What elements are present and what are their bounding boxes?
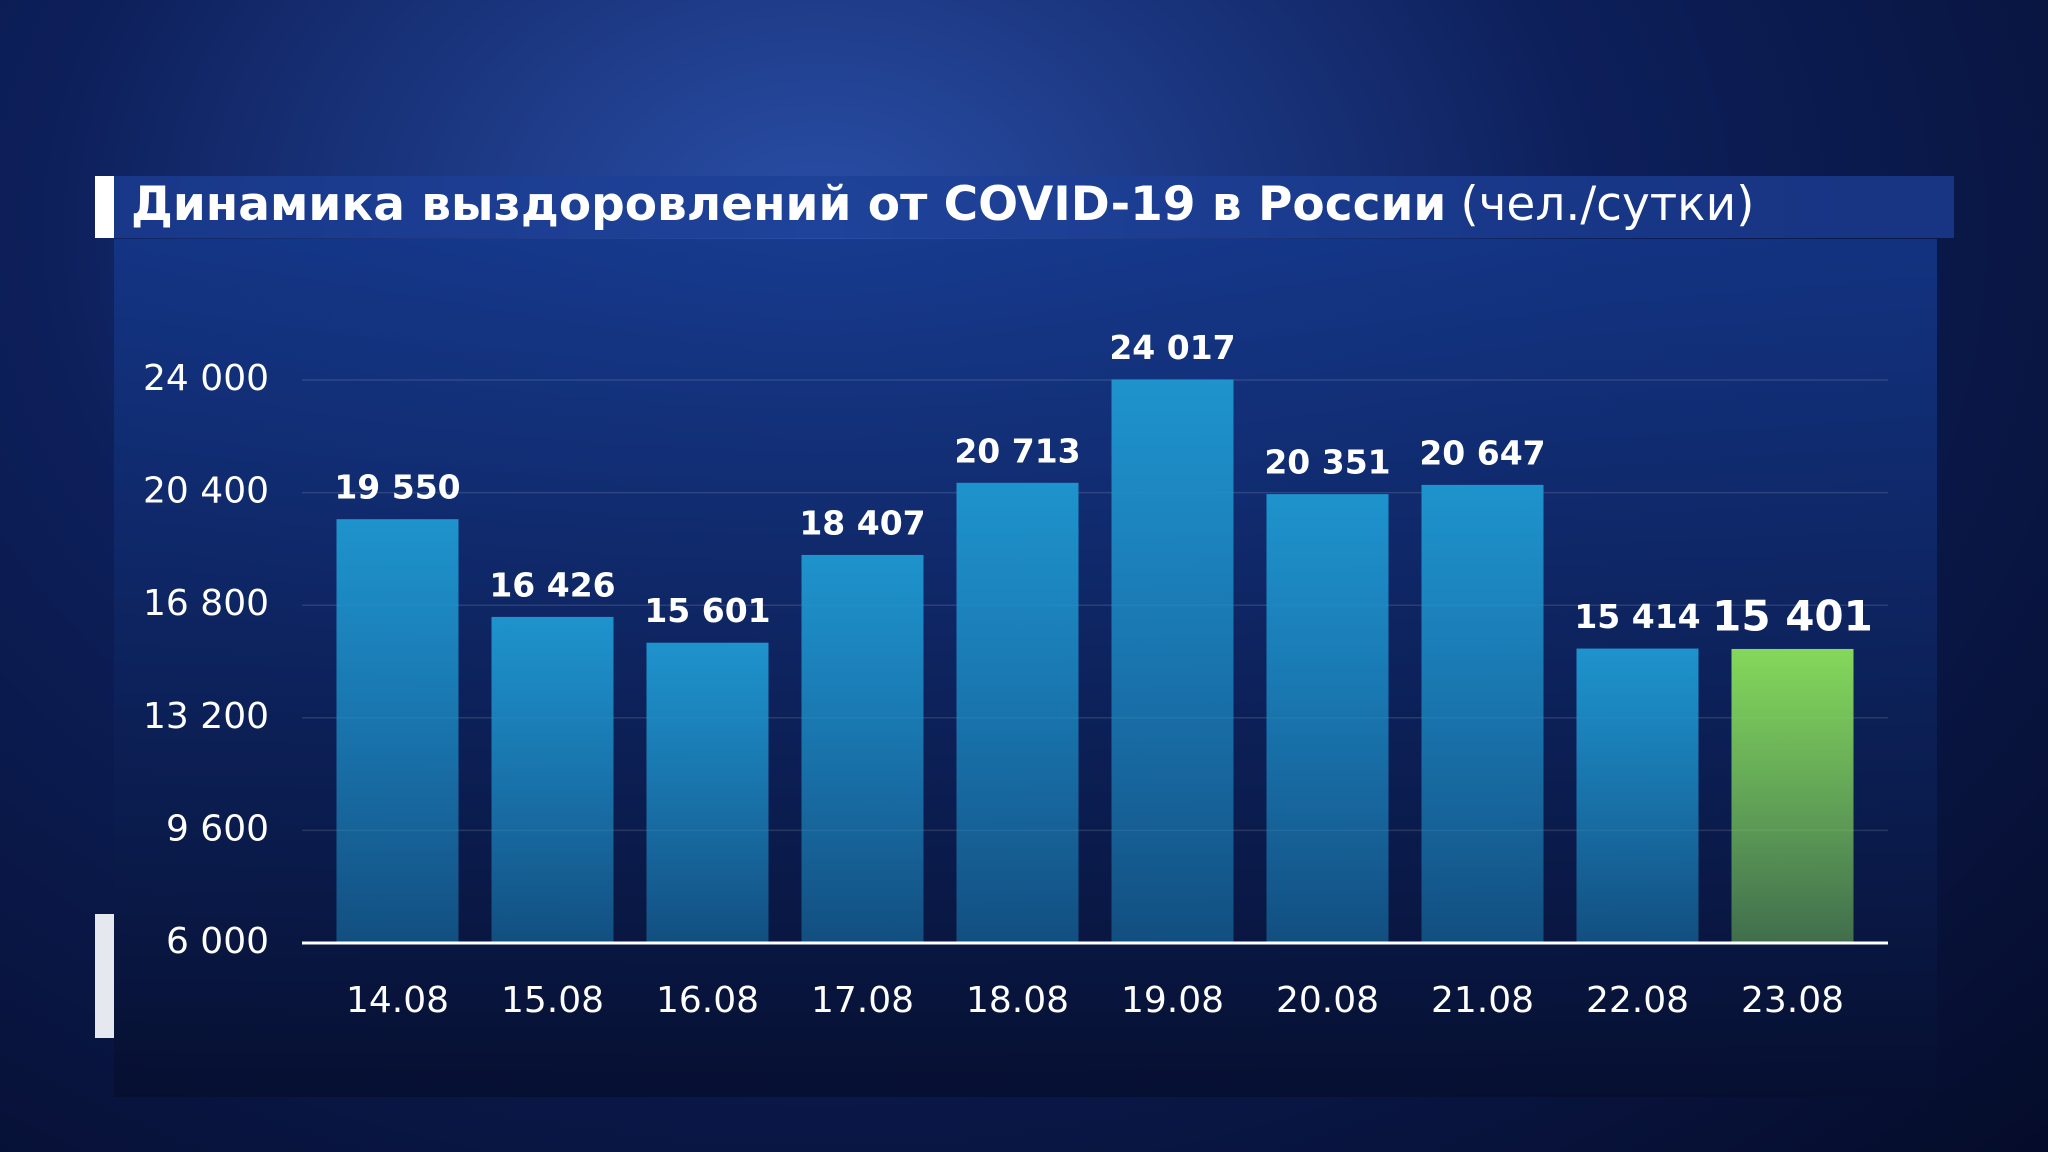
value-label: 15 601 xyxy=(644,591,770,630)
value-label: 16 426 xyxy=(489,565,615,604)
bar xyxy=(1421,484,1544,943)
value-label: 19 550 xyxy=(334,468,460,507)
value-label: 20 647 xyxy=(1419,433,1545,472)
y-tick-label: 13 200 xyxy=(143,696,269,737)
x-tick-label: 18.08 xyxy=(966,980,1069,1021)
x-tick-label: 23.08 xyxy=(1741,980,1844,1021)
x-tick-label: 16.08 xyxy=(656,980,759,1021)
bar xyxy=(336,519,459,943)
bar xyxy=(1111,379,1234,944)
chart-title-group: Динамика выздоровлений от COVID-19 в Рос… xyxy=(131,177,1754,232)
value-label: 20 713 xyxy=(954,431,1080,470)
y-tick-label: 9 600 xyxy=(166,808,269,849)
bar xyxy=(491,616,614,943)
bar xyxy=(801,554,924,943)
value-label: 15 414 xyxy=(1574,597,1700,636)
bar xyxy=(1266,494,1389,943)
value-label: 24 017 xyxy=(1109,328,1235,367)
x-tick-label: 19.08 xyxy=(1121,980,1224,1021)
x-tick-label: 14.08 xyxy=(346,980,449,1021)
bar xyxy=(956,482,1079,943)
chart-subtitle: (чел./сутки) xyxy=(1460,177,1754,232)
y-tick-label: 24 000 xyxy=(143,358,269,399)
x-tick-label: 20.08 xyxy=(1276,980,1379,1021)
x-tick-label: 22.08 xyxy=(1586,980,1689,1021)
y-tick-label: 20 400 xyxy=(143,471,269,512)
x-tick-label: 17.08 xyxy=(811,980,914,1021)
bar xyxy=(646,642,769,943)
bar xyxy=(1576,648,1699,943)
side-accent xyxy=(95,914,114,1038)
y-tick-label: 6 000 xyxy=(166,921,269,962)
x-tick-label: 15.08 xyxy=(501,980,604,1021)
chart-title: Динамика выздоровлений от COVID-19 в Рос… xyxy=(131,177,1446,232)
value-label: 18 407 xyxy=(799,503,925,542)
title-panel xyxy=(114,176,1954,238)
value-label: 20 351 xyxy=(1264,443,1390,482)
bar xyxy=(1731,648,1854,943)
y-tick-label: 16 800 xyxy=(143,583,269,624)
value-label: 15 401 xyxy=(1712,591,1873,640)
title-accent xyxy=(95,176,114,238)
x-tick-label: 21.08 xyxy=(1431,980,1534,1021)
